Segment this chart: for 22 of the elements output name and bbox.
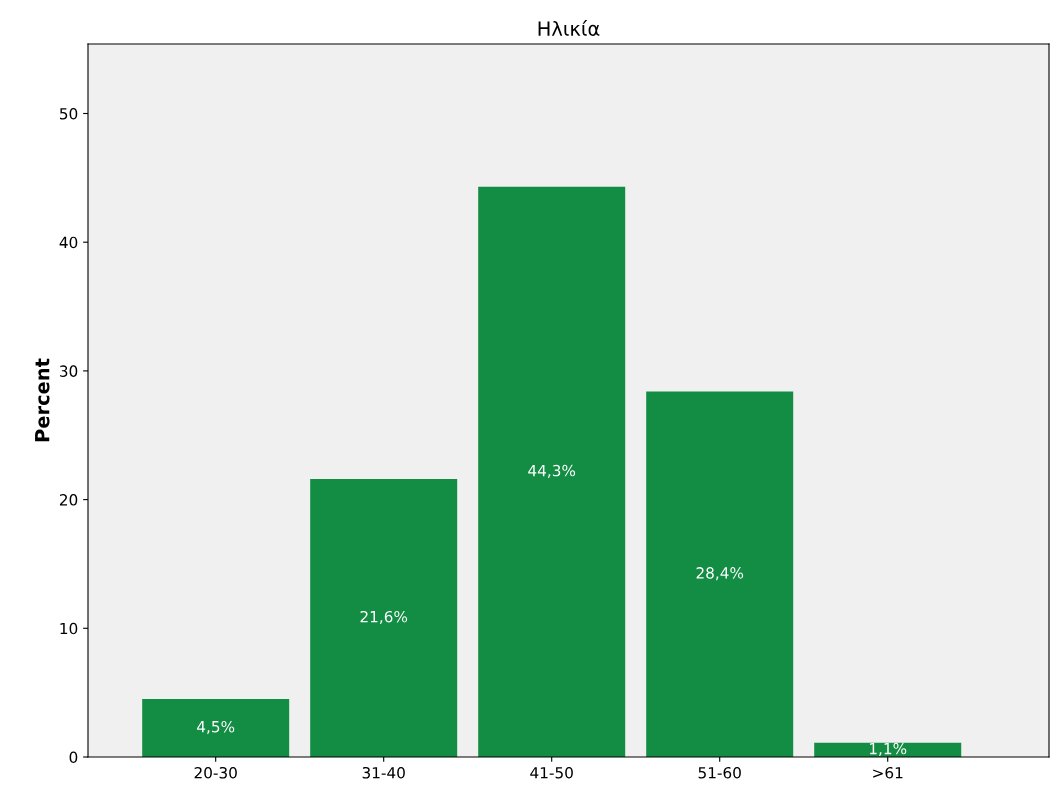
bar	[310, 479, 458, 757]
bar	[142, 699, 290, 757]
y-tick-label: 50	[60, 107, 78, 120]
data-label: 21,6%	[360, 610, 408, 624]
data-label: 44,3%	[528, 464, 576, 478]
chart-title: Ηλικία	[538, 20, 600, 36]
bar	[646, 391, 794, 757]
bar	[478, 186, 626, 757]
x-tick-label: 20-30	[194, 766, 237, 779]
y-axis-title: Percent	[35, 358, 50, 442]
y-tick-label: 30	[60, 365, 78, 377]
x-tick-label: 31-40	[362, 766, 405, 779]
y-tick-label: 10	[60, 622, 78, 635]
data-label: 28,4%	[696, 567, 744, 581]
y-tick-label: 20	[59, 494, 78, 506]
x-tick-label: 51-60	[698, 766, 741, 779]
data-label: 4,5%	[197, 720, 235, 735]
y-tick-label: 0	[69, 751, 78, 764]
data-label: 1,1%	[869, 742, 907, 756]
x-tick-label: 41-50	[530, 766, 573, 779]
y-tick-label: 40	[59, 236, 78, 249]
x-tick-label: >61	[873, 766, 903, 779]
